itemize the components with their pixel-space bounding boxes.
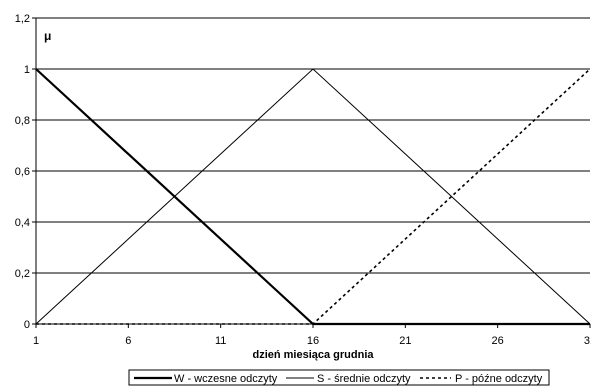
x-axis-ticks: 161116212631 <box>33 324 591 347</box>
y-tick-label: 1 <box>24 64 30 76</box>
x-tick-label: 16 <box>307 335 319 347</box>
y-axis-label: μ <box>44 29 51 43</box>
y-tick-label: 0,6 <box>15 166 30 178</box>
legend-box <box>128 369 550 386</box>
x-tick-label: 26 <box>492 335 504 347</box>
legend-label-p: P - późne odczyty <box>455 373 543 385</box>
x-tick-label: 31 <box>584 335 591 347</box>
y-tick-label: 0,2 <box>15 268 30 280</box>
x-axis-label: dzień miesiąca grudnia <box>252 349 374 361</box>
x-tick-label: 6 <box>125 335 131 347</box>
axes <box>35 18 590 325</box>
series-line <box>35 68 591 325</box>
y-tick-label: 1,2 <box>15 13 30 25</box>
x-tick-label: 1 <box>33 335 39 347</box>
y-axis-ticks: 0 0,2 0,4 0,6 0,8 1 1,2 <box>15 13 36 331</box>
legend-label-w: W - wczesne odczyty <box>174 373 278 385</box>
y-tick-label: 0 <box>24 319 30 331</box>
legend-label-s: S - średnie odczyty <box>317 373 411 385</box>
y-tick-label: 0,8 <box>15 115 30 127</box>
legend: W - wczesne odczyty S - średnie odczyty … <box>128 369 550 386</box>
x-tick-label: 21 <box>399 335 411 347</box>
x-tick-label: 11 <box>215 335 226 347</box>
y-tick-label: 0,4 <box>15 217 30 229</box>
series-lines <box>35 68 591 326</box>
series-line <box>36 68 591 325</box>
series-line <box>35 68 590 326</box>
